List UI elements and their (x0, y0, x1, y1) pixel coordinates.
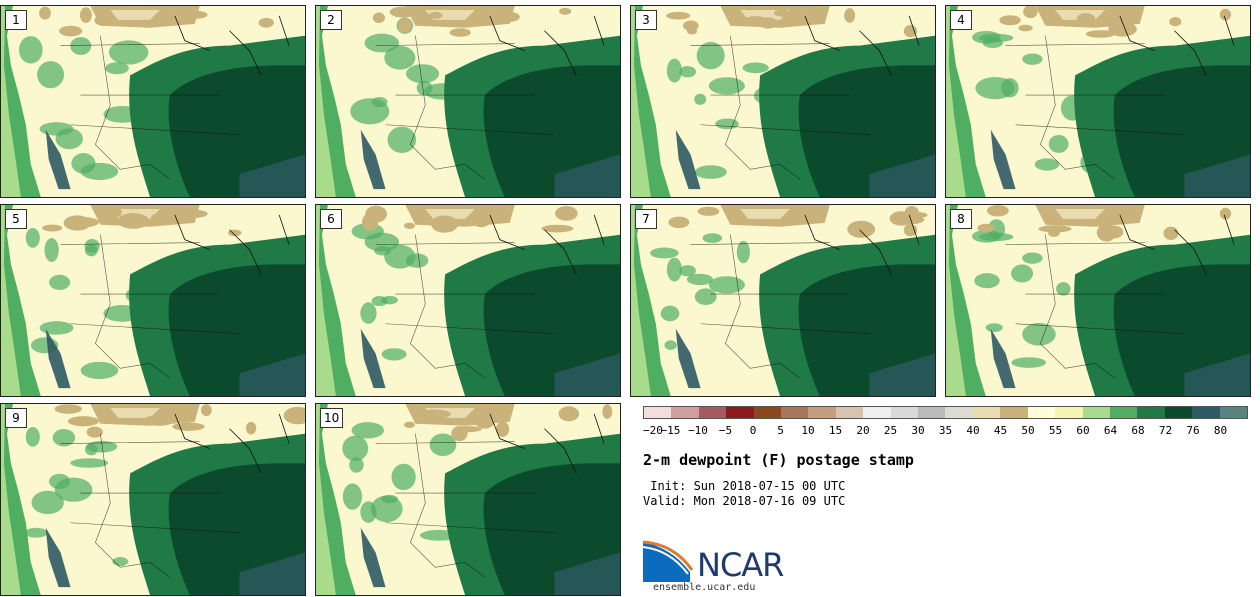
ensemble-member-panel[interactable]: 5 (0, 204, 306, 397)
colorbar-swatch (1055, 407, 1083, 418)
colorbar-swatch (1219, 407, 1247, 418)
colorbar-swatch (698, 407, 727, 418)
ensemble-member-panel[interactable]: 6 (315, 204, 621, 397)
chart-title: 2-m dewpoint (F) postage stamp (643, 451, 914, 469)
colorbar-tick-label: −20 (643, 424, 663, 437)
colorbar-tick-label: 64 (1103, 424, 1118, 437)
member-number: 4 (950, 10, 972, 30)
colorbar-tick-label: 72 (1158, 424, 1173, 437)
dewpoint-map (316, 205, 620, 396)
dewpoint-map (1, 6, 305, 197)
member-number: 9 (5, 408, 27, 428)
init-time: Init: Sun 2018-07-15 00 UTC (643, 479, 846, 493)
colorbar-tick-label: 0 (749, 424, 757, 437)
colorbar-tick-label: 60 (1076, 424, 1090, 437)
colorbar-swatch (808, 407, 836, 418)
colorbar-swatch (835, 407, 864, 418)
colorbar-tick-label: −15 (660, 424, 681, 437)
colorbar-swatch (753, 407, 782, 418)
colorbar-swatch (1000, 407, 1028, 418)
ensemble-member-panel[interactable]: 1 (0, 5, 306, 198)
colorbar-tick-label: 80 (1213, 424, 1228, 437)
ensemble-member-panel[interactable]: 2 (315, 5, 621, 198)
colorbar-swatch (1192, 407, 1220, 418)
colorbar-swatch (1082, 407, 1110, 418)
colorbar-swatch (890, 407, 919, 418)
colorbar-tick-label: 68 (1131, 424, 1145, 437)
site-url: ensemble.ucar.edu (653, 582, 756, 593)
ensemble-member-panel[interactable]: 4 (945, 5, 1251, 198)
colorbar-swatch (781, 407, 809, 418)
colorbar-tick-label: 40 (966, 424, 980, 437)
dewpoint-map (631, 6, 935, 197)
member-number: 1 (5, 10, 27, 30)
ensemble-member-panel[interactable]: 9 (0, 403, 306, 596)
colorbar-swatch (945, 407, 973, 418)
member-number: 10 (320, 408, 344, 428)
dewpoint-map (631, 205, 935, 396)
colorbar (643, 406, 1248, 419)
colorbar-swatch (1109, 407, 1138, 418)
member-number: 3 (635, 10, 657, 30)
colorbar-tick-label: −5 (718, 424, 733, 437)
colorbar-swatch (726, 407, 754, 418)
dewpoint-map (1, 205, 305, 396)
member-number: 5 (5, 209, 27, 229)
ensemble-member-panel[interactable]: 8 (945, 204, 1251, 397)
colorbar-swatch (918, 407, 946, 418)
colorbar-tick-label: 55 (1048, 424, 1063, 437)
ensemble-member-panel[interactable]: 10 (315, 403, 621, 596)
valid-time: Valid: Mon 2018-07-16 09 UTC (643, 494, 846, 508)
colorbar-tick-label: −10 (688, 424, 708, 437)
dewpoint-map (316, 404, 620, 595)
colorbar-swatch (1027, 407, 1056, 418)
colorbar-swatch (671, 407, 699, 418)
ensemble-member-panel[interactable]: 7 (630, 204, 936, 397)
colorbar-tick-label: 25 (883, 424, 898, 437)
logo-text: NCAR (697, 546, 784, 584)
member-number: 7 (635, 209, 657, 229)
dewpoint-map (946, 205, 1250, 396)
colorbar-tick-label: 20 (856, 424, 870, 437)
member-number: 8 (950, 209, 972, 229)
colorbar-ticks: −20 −15 −10 −5 0 5 10 15 20 25 30 35 40 45 50 55 60 64 68 7… (643, 424, 1248, 438)
member-number: 6 (320, 209, 342, 229)
colorbar-tick-label: 50 (1021, 424, 1035, 437)
colorbar-tick-label: 10 (801, 424, 815, 437)
colorbar-tick-label: 5 (777, 424, 784, 437)
colorbar-tick-label: 76 (1186, 424, 1200, 437)
colorbar-swatch (644, 407, 672, 418)
colorbar-tick-label: 35 (938, 424, 953, 437)
colorbar-swatch (863, 407, 891, 418)
colorbar-tick-label: 30 (911, 424, 925, 437)
ncar-logo-icon (642, 540, 694, 582)
dewpoint-map (1, 404, 305, 595)
dewpoint-map (946, 6, 1250, 197)
colorbar-swatch (1137, 407, 1165, 418)
colorbar-tick-label: 45 (993, 424, 1008, 437)
dewpoint-map (316, 6, 620, 197)
colorbar-swatch (1164, 407, 1193, 418)
colorbar-swatch (972, 407, 1001, 418)
ensemble-member-panel[interactable]: 3 (630, 5, 936, 198)
member-number: 2 (320, 10, 342, 30)
colorbar-tick-label: 15 (828, 424, 843, 437)
